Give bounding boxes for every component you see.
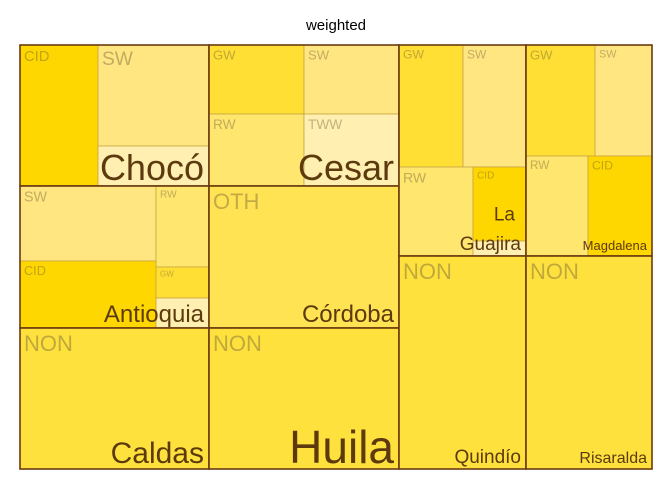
cell-label-cordoba-oth: OTH [213,189,259,214]
cell-label-cesar-sw: SW [308,47,330,62]
chart-title: weighted [305,17,367,34]
group-label-antioquia: Antioquia [104,301,205,328]
cell-label-la-guajira-cid: CID [477,171,494,182]
cell-magdalena-gw-0 [525,44,596,157]
group-label-magdalena: Magdalena [583,238,648,253]
cell-cesar-gw-0 [208,44,305,115]
cell-antioquia-cid-2 [19,260,157,329]
cell-label-quindio-non: NON [403,259,452,284]
cell-label-huila-non: NON [213,331,262,356]
cell-label-caldas-non: NON [24,331,73,356]
cell-magdalena-cid-3 [587,155,653,257]
group-label-cesar: Cesar [298,147,394,188]
cell-cesar-sw-1 [303,44,400,115]
cell-choco-cid-0 [19,44,99,187]
cell-magdalena-sw-1 [594,44,653,157]
cell-label-cesar-tww: TWW [308,117,342,132]
cell-label-la-guajira-gw: GW [403,48,424,62]
cell-label-risaralda-non: NON [530,259,579,284]
group-label-quindio: Quindío [454,447,521,468]
cell-label-magdalena-gw: GW [530,47,553,62]
group-label-cordoba: Córdoba [302,301,395,328]
cell-label-antioquia-sw: SW [24,190,48,206]
cell-la-guajira-sw-1 [462,44,527,168]
cell-label-la-guajira-rw: RW [403,169,427,185]
cell-label-magdalena-sw: SW [599,48,617,60]
cell-label-antioquia-rw: RW [160,190,177,201]
cell-la-guajira-gw-0 [398,44,464,168]
cell-quindio-non-0 [398,255,527,470]
cell-label-cesar-rw: RW [213,117,236,132]
cell-magdalena-rw-2 [525,155,589,257]
cell-antioquia-sw-0 [19,185,157,262]
group-border-risaralda [525,255,653,470]
cell-label-la-guajira-sw: SW [467,47,487,61]
cell-label-magdalena-rw: RW [530,158,550,172]
group-label-choco: Chocó [100,147,204,188]
cell-label-cesar-gw: GW [213,47,236,62]
group-label-la-guajira: La Guajira [460,205,522,255]
cell-cordoba-oth-0 [208,185,400,329]
cell-antioquia-other-4 [155,297,210,329]
cell-risaralda-non-0 [525,255,653,470]
cell-label-choco-sw: SW [102,49,134,70]
cell-label-magdalena-cid: CID [592,159,613,173]
cell-caldas-non-0 [19,327,210,470]
cell-label-antioquia-gw: GW [160,270,174,279]
group-label-caldas: Caldas [111,437,204,470]
group-label-huila: Huila [289,421,394,473]
group-label-risaralda: Risaralda [579,450,647,467]
cell-label-antioquia-cid: CID [24,264,46,278]
cell-la-guajira-cid-3 [472,166,527,242]
cell-label-choco-cid: CID [24,49,49,65]
